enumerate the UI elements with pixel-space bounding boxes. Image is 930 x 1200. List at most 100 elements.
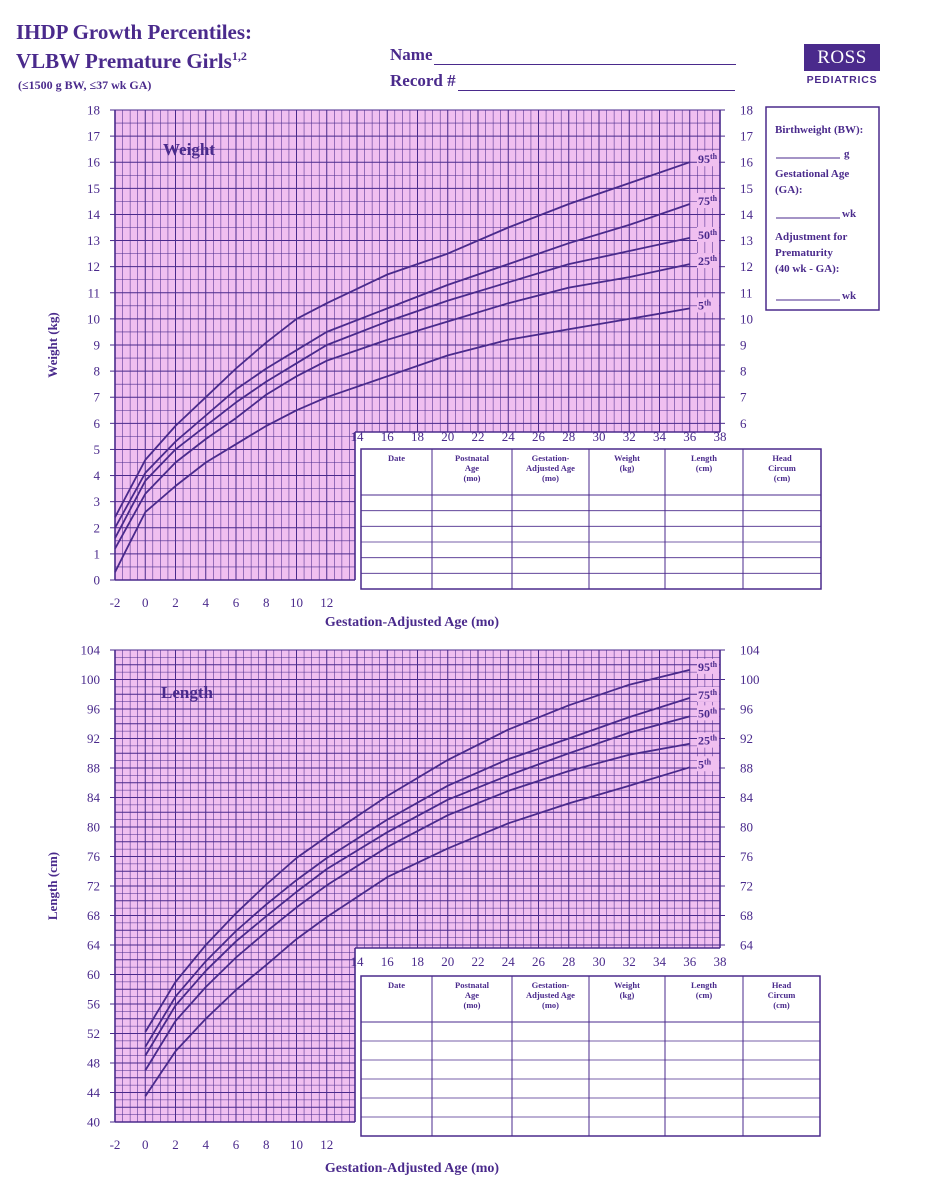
length-y-axis-label: Length (cm) bbox=[45, 852, 60, 920]
weight-series-label-bg bbox=[697, 193, 719, 208]
weight-y-tick-label-right: 9 bbox=[740, 338, 747, 353]
weight-table-row[interactable] bbox=[361, 495, 821, 511]
length-series-75th-line bbox=[144, 697, 691, 1048]
length-y-tick-label: 76 bbox=[87, 849, 101, 864]
page-title-text: VLBW Premature Girls bbox=[16, 49, 232, 73]
weight-table-row[interactable] bbox=[361, 573, 821, 589]
weight-table-header: (cm) bbox=[774, 473, 791, 483]
weight-x-tick-label-upper: 30 bbox=[593, 429, 606, 444]
length-table-row[interactable] bbox=[361, 1022, 820, 1041]
weight-y-tick-label-right: 18 bbox=[740, 103, 753, 118]
length-x-tick-label: 10 bbox=[290, 1137, 303, 1152]
ross-pediatrics-logo: ROSS PEDIATRICS bbox=[804, 44, 880, 86]
length-y-tick-label-right: 76 bbox=[740, 849, 754, 864]
length-y-tick-label: 100 bbox=[81, 672, 101, 687]
weight-x-tick-label: 12 bbox=[320, 595, 333, 610]
weight-y-tick-label: 12 bbox=[87, 259, 100, 274]
length-y-tick-label: 48 bbox=[87, 1056, 100, 1071]
length-x-tick-label-upper: 36 bbox=[683, 954, 697, 969]
weight-y-tick-label-right: 6 bbox=[740, 416, 747, 431]
length-table-header: (kg) bbox=[620, 990, 635, 1000]
weight-table-header: Length bbox=[691, 453, 717, 463]
weight-table-row[interactable] bbox=[361, 558, 821, 574]
weight-series-5th-line bbox=[114, 307, 690, 573]
length-y-tick-label-right: 104 bbox=[740, 643, 760, 658]
length-series-label-75th: 75th bbox=[698, 688, 718, 702]
weight-x-tick-label-upper: 16 bbox=[381, 429, 395, 444]
length-y-tick-label: 44 bbox=[87, 1085, 101, 1100]
weight-y-tick-label: 3 bbox=[94, 494, 101, 509]
weight-series-95th-line bbox=[114, 161, 691, 518]
length-series-25th-line bbox=[144, 742, 690, 1071]
birthweight-unit: g bbox=[844, 148, 850, 160]
length-x-tick-label: 0 bbox=[142, 1137, 149, 1152]
weight-table-header: Weight bbox=[614, 453, 640, 463]
page-title: IHDP Growth Percentiles: bbox=[16, 20, 253, 44]
weight-y-tick-label: 1 bbox=[94, 546, 101, 561]
weight-y-tick-label: 16 bbox=[87, 155, 101, 170]
length-table-row[interactable] bbox=[361, 1117, 820, 1136]
ga-label: Gestational Age bbox=[775, 168, 849, 180]
weight-series-label-bg bbox=[697, 297, 719, 313]
weight-x-tick-label: 0 bbox=[142, 595, 149, 610]
adjustment-label: Adjustment for bbox=[775, 231, 848, 243]
weight-x-tick-label-upper: 38 bbox=[714, 429, 727, 444]
length-table-header: Postnatal bbox=[455, 980, 490, 990]
length-table-header: (cm) bbox=[696, 990, 713, 1000]
length-table-row[interactable] bbox=[361, 1041, 820, 1060]
length-table-header: Gestation- bbox=[532, 980, 570, 990]
weight-table-row[interactable] bbox=[361, 526, 821, 542]
weight-y-tick-label: 6 bbox=[94, 416, 101, 431]
weight-y-tick-label-right: 14 bbox=[740, 207, 754, 222]
length-x-tick-label-upper: 38 bbox=[714, 954, 727, 969]
length-table-row[interactable] bbox=[361, 1060, 820, 1079]
weight-y-tick-label-right: 12 bbox=[740, 259, 753, 274]
weight-y-tick-label: 5 bbox=[94, 442, 101, 457]
weight-x-tick-label-upper: 24 bbox=[502, 429, 516, 444]
weight-series-label-95th: 95th bbox=[698, 152, 718, 166]
weight-x-tick-label: 8 bbox=[263, 595, 270, 610]
length-table-row[interactable] bbox=[361, 1079, 820, 1098]
name-field[interactable]: Name bbox=[390, 45, 737, 65]
weight-series-75th-line bbox=[114, 203, 691, 529]
length-series-5th-line bbox=[144, 766, 691, 1097]
weight-table-header: (mo) bbox=[542, 473, 559, 483]
length-y-tick-label: 72 bbox=[87, 879, 100, 894]
length-y-tick-label-right: 96 bbox=[740, 702, 754, 717]
weight-table-header: (mo) bbox=[464, 473, 481, 483]
weight-table-frame bbox=[360, 448, 822, 590]
length-y-tick-label: 40 bbox=[87, 1115, 100, 1130]
length-x-tick-label: 8 bbox=[263, 1137, 270, 1152]
length-series-label-50th: 50th bbox=[698, 706, 718, 720]
length-table-header: Circum bbox=[768, 990, 796, 1000]
length-series-label-bg bbox=[697, 756, 719, 772]
record-field[interactable]: Record # bbox=[390, 71, 735, 91]
length-y-tick-label: 84 bbox=[87, 790, 101, 805]
weight-y-tick-label: 17 bbox=[87, 129, 101, 144]
length-x-tick-label: 6 bbox=[233, 1137, 240, 1152]
weight-series-label-5th: 5th bbox=[698, 298, 712, 312]
weight-table-row[interactable] bbox=[361, 511, 821, 527]
weight-y-tick-label: 8 bbox=[94, 364, 101, 379]
length-series-label-bg bbox=[697, 732, 719, 748]
weight-x-tick-label-upper: 36 bbox=[683, 429, 697, 444]
length-x-tick-label-upper: 20 bbox=[441, 954, 454, 969]
length-table-header: (cm) bbox=[773, 1000, 790, 1010]
weight-series-label-75th: 75th bbox=[698, 194, 718, 208]
length-table-header: (mo) bbox=[542, 1000, 559, 1010]
weight-chart: 0123456789101112131415161718678910111213… bbox=[45, 103, 830, 630]
weight-table-row[interactable] bbox=[361, 542, 821, 558]
weight-series-25th-line bbox=[114, 263, 690, 550]
length-y-tick-label-right: 80 bbox=[740, 820, 753, 835]
length-y-tick-label: 68 bbox=[87, 908, 100, 923]
logo-brand: ROSS bbox=[804, 44, 880, 71]
length-table-header: Adjusted Age bbox=[526, 990, 575, 1000]
weight-x-tick-label-upper: 26 bbox=[532, 429, 546, 444]
length-table-row[interactable] bbox=[361, 1098, 820, 1117]
weight-x-tick-label-upper: 14 bbox=[351, 429, 365, 444]
length-series-95th-line bbox=[144, 669, 691, 1033]
length-chart-title: Length bbox=[161, 683, 214, 702]
weight-y-tick-label-right: 8 bbox=[740, 364, 747, 379]
